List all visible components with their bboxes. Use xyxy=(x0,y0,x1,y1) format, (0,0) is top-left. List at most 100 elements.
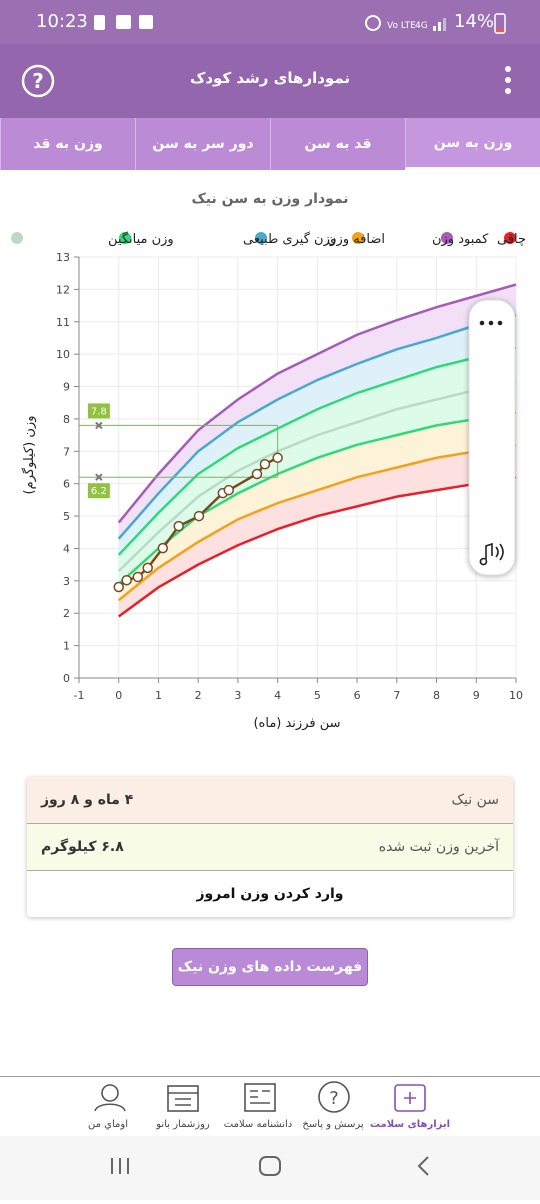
x-tick-label: 5 xyxy=(314,689,321,702)
legend-label: کمبود وزن xyxy=(432,232,489,247)
battery-icon xyxy=(494,13,506,34)
tab-bar: وزن به سن قد به سن دور سر به سن وزن به قد xyxy=(0,118,540,170)
x-tick-label: 0 xyxy=(115,689,122,702)
svg-text:Vo LTE: Vo LTE xyxy=(387,21,416,31)
nav-label[interactable]: ابزارهای سلامت xyxy=(369,1119,451,1130)
x-tick-label: 9 xyxy=(473,689,480,702)
child-point xyxy=(272,452,283,464)
info-value: ۶.۸ کیلوگرم xyxy=(41,839,124,855)
tab[interactable]: وزن به سن xyxy=(405,118,540,170)
status-bar: 10:23 Vo LTE 4G 14% xyxy=(0,0,540,44)
x-tick-label: 7 xyxy=(393,689,400,702)
child-point xyxy=(173,520,184,532)
growth-curve xyxy=(117,411,517,586)
legend-swatch xyxy=(352,232,364,244)
notification-icons xyxy=(94,15,153,30)
nav-label[interactable]: پرسش و پاسخ xyxy=(302,1119,364,1130)
child-point xyxy=(142,562,153,574)
panel-bg xyxy=(468,299,516,576)
tab[interactable]: وزن به قد xyxy=(0,118,135,170)
panel-sound-icon xyxy=(479,542,504,566)
legend-swatch xyxy=(11,232,23,244)
growth-curve xyxy=(117,443,517,602)
child-point xyxy=(259,459,271,470)
y-tick-label: 11 xyxy=(56,316,70,329)
y-tick-label: 9 xyxy=(63,381,70,394)
y-tick-label: 13 xyxy=(56,251,70,264)
y-axis-label: وزن (کیلوگرم) xyxy=(21,416,37,495)
panel-dot xyxy=(488,320,494,326)
side-panel[interactable] xyxy=(468,299,516,576)
band xyxy=(118,347,517,585)
tab[interactable]: قد به سن xyxy=(270,118,405,170)
x-tick-label: -1 xyxy=(74,689,85,702)
app-title: نمودارهای رشد کودک xyxy=(189,69,351,87)
x-tick-label: 1 xyxy=(155,689,162,702)
app-bar: ? نمودارهای رشد کودک xyxy=(0,44,540,118)
x-tick-label: 6 xyxy=(354,689,361,702)
reference-badge xyxy=(87,483,110,499)
y-tick-label: 1 xyxy=(63,640,70,653)
system-nav-icons xyxy=(111,1156,429,1176)
x-tick-label: 4 xyxy=(274,689,281,702)
child-point xyxy=(132,571,144,583)
y-tick-label: 12 xyxy=(56,283,70,296)
legend-swatch xyxy=(119,232,131,244)
chart-title: نمودار وزن به سن نیک xyxy=(191,191,348,207)
help-button[interactable]: ? xyxy=(20,63,56,99)
child-point xyxy=(113,581,124,593)
info-label: آخرین وزن ثبت شده xyxy=(378,839,499,855)
child-point xyxy=(223,484,235,496)
y-tick-label: 4 xyxy=(63,542,70,555)
growth-curve xyxy=(117,475,517,618)
system-icons: Vo LTE 4G xyxy=(365,15,446,31)
growth-curve xyxy=(117,283,517,524)
bottom-nav: ? ابزارهای سلامت پرسش و پاسخ دانشنامه سلام… xyxy=(0,1076,540,1137)
panel-dot xyxy=(497,320,503,326)
y-tick-label: 2 xyxy=(63,607,70,620)
menu-button[interactable] xyxy=(500,64,516,98)
svg-text:?: ? xyxy=(329,1088,339,1109)
info-row: آخرین وزن ثبت شده ۶.۸ کیلوگرم xyxy=(27,824,513,871)
system-nav xyxy=(0,1136,540,1200)
legend-swatch xyxy=(255,232,267,244)
panel-dot xyxy=(479,320,485,326)
help-icon: ? xyxy=(32,69,44,93)
band xyxy=(118,444,517,617)
child-point xyxy=(121,574,132,586)
x-tick-label: 8 xyxy=(433,689,440,702)
child-point xyxy=(193,510,205,522)
add-weight-button[interactable]: وارد کردن وزن امروز xyxy=(196,886,344,902)
y-tick-label: 7 xyxy=(63,445,70,458)
svg-text:4G: 4G xyxy=(415,21,428,31)
legend-label: وزن میانگین xyxy=(108,231,174,247)
info-row: سن نیک ۴ ماه و ۸ روز xyxy=(27,777,513,824)
info-value: ۴ ماه و ۸ روز xyxy=(41,792,134,808)
nav-label[interactable]: روزشمار بانو xyxy=(156,1119,210,1130)
clock: 10:23 xyxy=(36,11,88,32)
band xyxy=(118,412,517,601)
child-point xyxy=(157,542,169,554)
reference-marker xyxy=(95,421,103,430)
legend-label: اضافه وزن xyxy=(327,232,385,247)
reference-marker xyxy=(95,473,103,481)
nav-label[interactable]: اوماي من xyxy=(88,1119,128,1130)
list-button[interactable]: فهرست داده های وزن نیک xyxy=(172,948,368,986)
nav-label[interactable]: دانشنامه سلامت xyxy=(223,1119,293,1130)
reference-label: 6.2 xyxy=(91,486,107,497)
y-tick-label: 5 xyxy=(63,510,70,523)
reference-badge xyxy=(87,403,110,419)
x-axis-label: سن فرزند (ماه) xyxy=(253,716,340,731)
tab[interactable]: دور سر به سن xyxy=(135,118,270,170)
y-tick-label: 8 xyxy=(63,413,70,426)
legend-swatch xyxy=(504,232,516,244)
reference-label: 7.8 xyxy=(91,406,107,417)
child-point xyxy=(251,468,263,480)
y-tick-label: 3 xyxy=(63,575,70,588)
info-card: سن نیک ۴ ماه و ۸ روز آخرین وزن ثبت شده ۶.۸… xyxy=(27,777,513,917)
x-tick-label: 10 xyxy=(509,689,523,702)
growth-curve xyxy=(117,378,517,573)
y-tick-label: 0 xyxy=(63,672,70,685)
legend-label: وزن گیری طبیعی xyxy=(243,231,336,247)
